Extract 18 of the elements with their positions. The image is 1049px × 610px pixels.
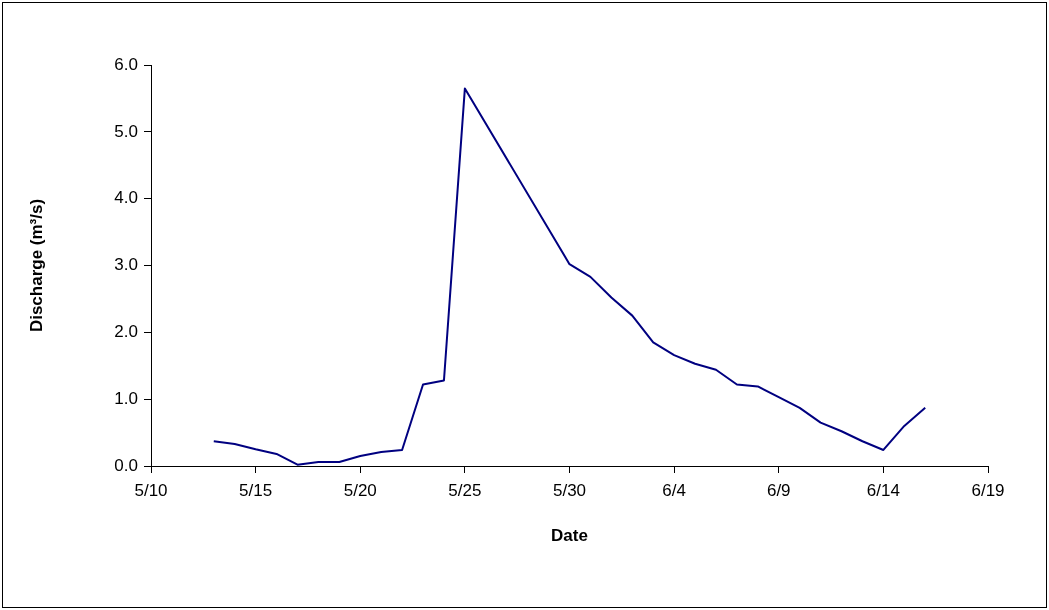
y-tick-label: 0.0 [114,455,138,475]
x-axis-title: Date [551,526,588,546]
x-tick-label: 5/20 [343,480,377,500]
y-tick-label: 5.0 [114,121,138,141]
x-tick-label: 5/10 [134,480,168,500]
x-tick-label: 5/15 [239,480,273,500]
y-tick-label: 2.0 [114,322,138,342]
x-tick-label: 5/30 [552,480,587,500]
x-tick-label: 6/9 [766,480,791,500]
x-tick-label: 6/14 [866,480,900,500]
x-tick-label: 5/25 [448,480,482,500]
y-tick-label: 1.0 [114,388,138,408]
y-tick-label: 4.0 [114,188,138,208]
y-axis-title: Discharge (m³/s) [26,198,46,333]
x-tick-label: 6/19 [971,480,1005,500]
y-tick-label: 3.0 [114,255,138,275]
x-tick-label: 6/4 [662,480,686,500]
y-tick-label: 6.0 [114,54,138,74]
